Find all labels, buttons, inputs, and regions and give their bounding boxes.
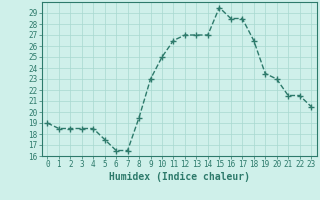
X-axis label: Humidex (Indice chaleur): Humidex (Indice chaleur) xyxy=(109,172,250,182)
